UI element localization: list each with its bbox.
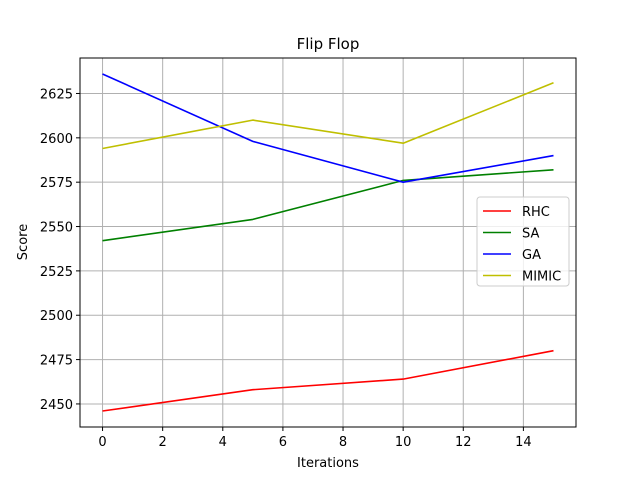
axis-ticks: 0 2 4 6 8 10 12 14 2450 2475 2500 2525 2550 2575 2600 2… bbox=[40, 87, 532, 450]
plot-frame bbox=[79, 57, 577, 428]
grid bbox=[80, 58, 576, 427]
x-tick-label: 0 bbox=[98, 435, 106, 450]
series-line-mimic bbox=[102, 82, 554, 150]
x-axis-label: Iterations bbox=[297, 456, 359, 471]
x-tick-label: 6 bbox=[279, 435, 287, 450]
y-tick-label: 2550 bbox=[40, 221, 73, 236]
x-tick-label: 14 bbox=[515, 435, 532, 450]
series-lines bbox=[102, 73, 554, 412]
x-tick-label: 12 bbox=[455, 435, 472, 450]
y-tick-label: 2625 bbox=[40, 87, 73, 102]
series-line-sa bbox=[102, 169, 554, 242]
chart-title: Flip Flop bbox=[297, 35, 360, 53]
x-tick-label: 10 bbox=[395, 435, 412, 450]
legend-label-ga: GA bbox=[522, 248, 541, 263]
x-tick-label: 2 bbox=[159, 435, 167, 450]
legend: RHC SA GA MIMIC bbox=[476, 196, 570, 287]
y-axis-label: Score bbox=[16, 224, 31, 260]
y-tick-label: 2475 bbox=[40, 354, 73, 369]
y-tick-label: 2600 bbox=[40, 132, 73, 147]
y-tick-label: 2450 bbox=[40, 398, 73, 413]
legend-box bbox=[476, 196, 570, 287]
y-tick-label: 2500 bbox=[40, 309, 73, 324]
legend-label-rhc: RHC bbox=[522, 205, 550, 220]
x-tick-label: 8 bbox=[339, 435, 347, 450]
legend-label-sa: SA bbox=[522, 227, 539, 242]
y-tick-label: 2525 bbox=[40, 265, 73, 280]
x-tick-label: 4 bbox=[219, 435, 227, 450]
y-tick-label: 2575 bbox=[40, 176, 73, 191]
series-line-rhc bbox=[102, 349, 554, 412]
series-line-ga bbox=[102, 73, 554, 183]
legend-label-mimic: MIMIC bbox=[522, 270, 561, 285]
